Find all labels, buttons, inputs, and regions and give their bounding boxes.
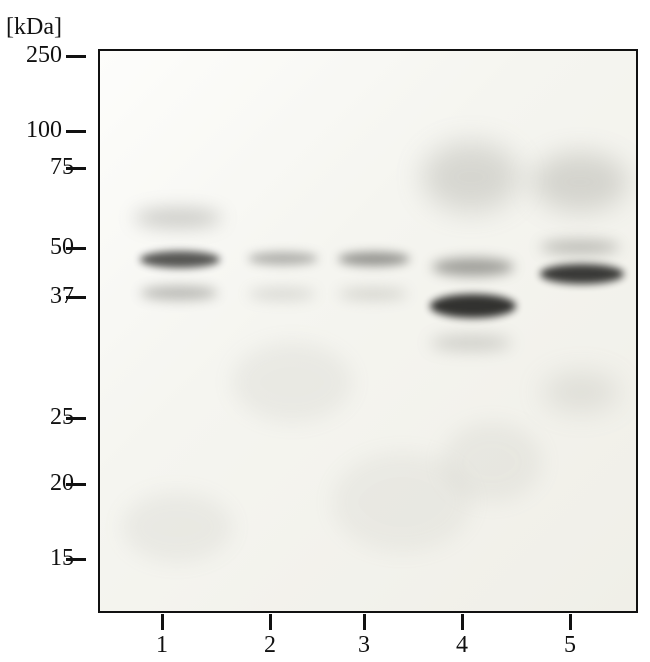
blot-band	[540, 264, 624, 284]
western-blot-figure: [kDa] 25010075503725201512345	[0, 0, 650, 662]
lane-tick	[363, 614, 366, 630]
blot-smudge	[122, 492, 232, 562]
mw-marker-tick	[66, 296, 86, 299]
mw-marker-label: 250	[18, 42, 62, 69]
lane-number-label: 5	[558, 632, 582, 659]
blot-band	[542, 372, 620, 412]
blot-band	[248, 288, 316, 300]
mw-marker-tick	[66, 558, 86, 561]
blot-band	[134, 208, 222, 228]
mw-marker-tick	[66, 417, 86, 420]
blot-band	[140, 286, 218, 300]
mw-marker-tick	[66, 167, 86, 170]
blot-band	[430, 336, 512, 350]
blot-band	[338, 288, 408, 300]
blot-smudge	[232, 342, 352, 422]
blot-band	[540, 240, 620, 254]
mw-marker-tick	[66, 247, 86, 250]
lane-tick	[461, 614, 464, 630]
lane-tick	[269, 614, 272, 630]
mw-marker-tick	[66, 55, 86, 58]
lane-number-label: 4	[450, 632, 474, 659]
lane-number-label: 1	[150, 632, 174, 659]
lane-tick	[569, 614, 572, 630]
lane-number-label: 2	[258, 632, 282, 659]
blot-band	[338, 252, 410, 266]
blot-band	[422, 142, 520, 212]
blot-band	[430, 294, 516, 318]
blot-band	[248, 252, 318, 265]
mw-marker-tick	[66, 130, 86, 133]
blot-band	[532, 152, 628, 212]
mw-marker-tick	[66, 483, 86, 486]
unit-label: [kDa]	[6, 14, 62, 41]
blot-smudge	[442, 422, 542, 502]
lane-number-label: 3	[352, 632, 376, 659]
blot-band	[140, 251, 220, 268]
mw-marker-label: 100	[18, 117, 62, 144]
lane-tick	[161, 614, 164, 630]
blot-membrane	[98, 49, 638, 613]
blot-band	[432, 258, 514, 276]
